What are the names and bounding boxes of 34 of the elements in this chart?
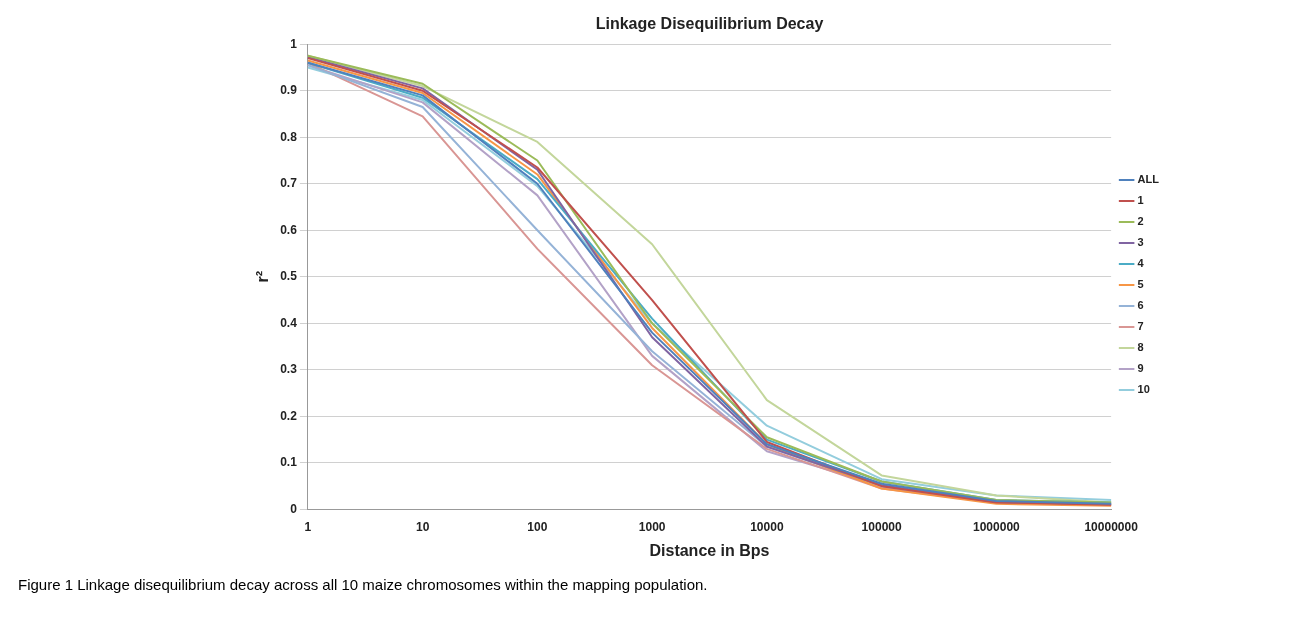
y-tick-label: 0.3 [280,362,298,377]
legend-label: 10 [1137,383,1150,396]
legend-label: 8 [1137,341,1144,354]
x-axis-title: Distance in Bps [649,541,770,559]
legend-label: 3 [1137,236,1144,249]
x-tick-label: 10000 [750,519,784,534]
y-tick-label: 0.2 [280,408,298,423]
legend-label: 4 [1137,257,1145,270]
legend-label: 9 [1137,362,1144,375]
y-axis-title: r² [254,271,272,283]
y-tick-label: 0.8 [280,129,298,144]
legend-label: 7 [1137,320,1144,333]
y-tick-label: 1 [290,36,298,51]
chart-title: Linkage Disequilibrium Decay [595,15,824,33]
x-tick-label: 10 [415,519,430,534]
x-tick-label: 100 [527,519,548,534]
legend-label: ALL [1137,173,1160,186]
x-tick-label: 1 [304,519,312,534]
x-tick-label: 10000000 [1084,519,1139,534]
y-tick-label: 0.9 [280,83,298,98]
y-tick-label: 0.1 [280,455,298,470]
x-tick-label: 1000 [638,519,666,534]
y-tick-label: 0 [290,501,298,516]
legend-label: 6 [1137,299,1144,312]
x-tick-label: 1000000 [973,519,1021,534]
legend-label: 2 [1137,215,1144,228]
x-tick-label: 100000 [861,519,902,534]
y-tick-label: 0.4 [280,315,298,330]
y-tick-label: 0.7 [280,176,298,191]
y-tick-label: 0.5 [280,269,298,284]
legend-label: 5 [1137,278,1144,291]
y-tick-label: 0.6 [280,222,298,237]
caption: Figure 1 Linkage disequilibrium decay across all 10 maize chromosomes within the mapping population. [18,576,708,593]
legend-label: 1 [1137,194,1144,207]
